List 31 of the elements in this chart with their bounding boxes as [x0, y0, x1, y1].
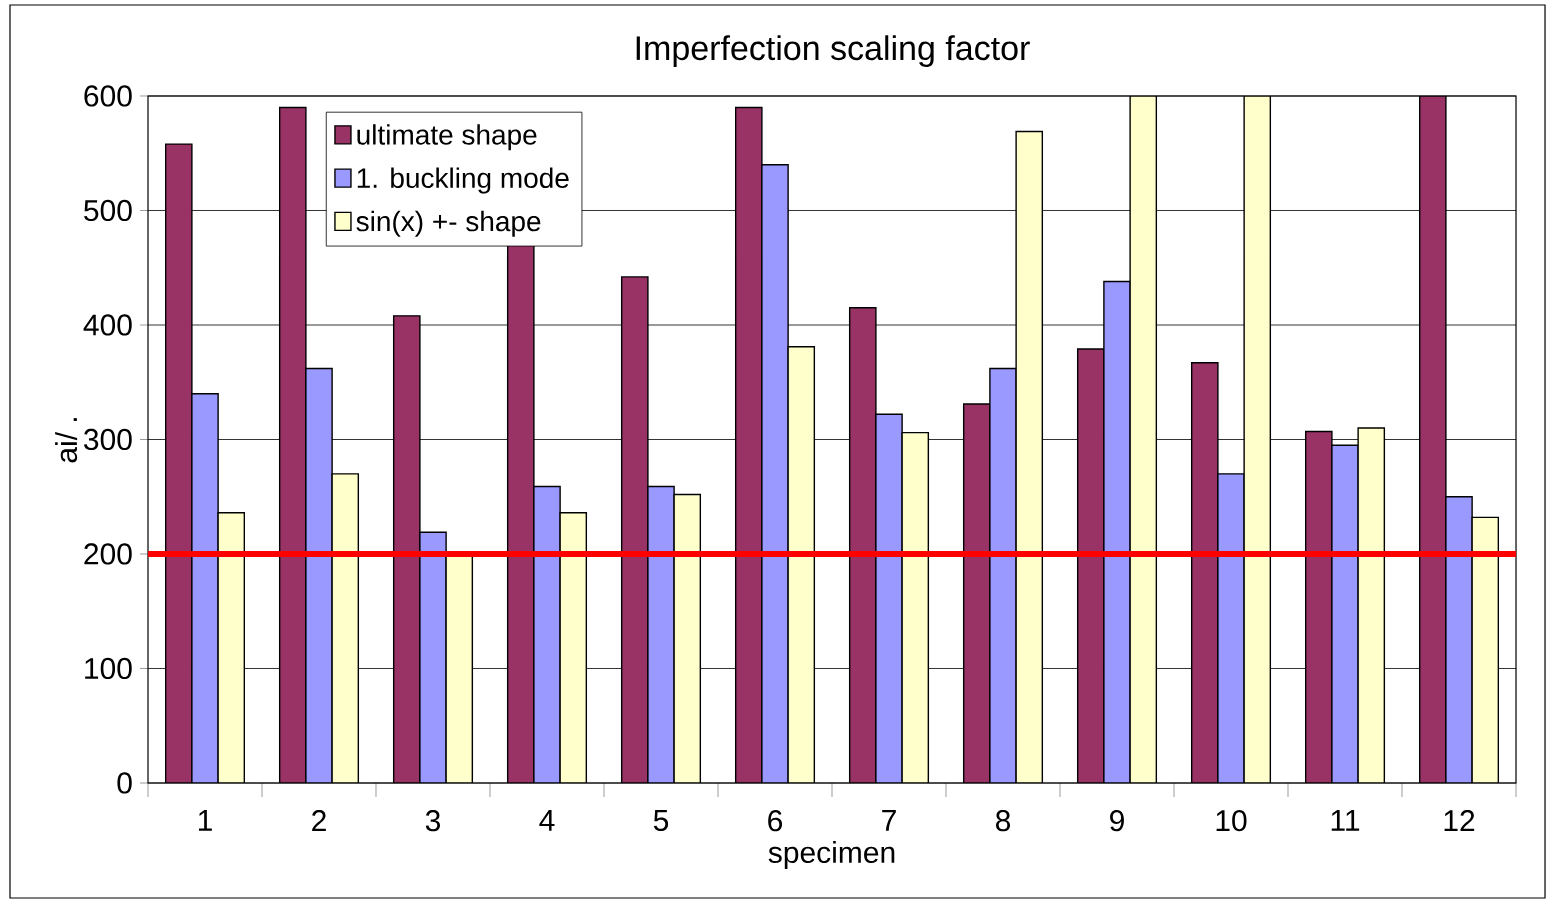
x-tick-label: 11: [1331, 810, 1360, 831]
y-tick-label: 0: [117, 772, 132, 794]
y-tick-label: 300: [84, 428, 132, 451]
y-tick-label: 500: [84, 199, 132, 222]
y-axis-title: ai/ .: [55, 418, 78, 463]
legend-label: 1. buckling mode: [357, 167, 569, 194]
x-tick-label: 8: [995, 810, 1011, 832]
x-tick-label: 9: [1110, 810, 1124, 832]
x-tick-label: 12: [1444, 810, 1475, 832]
x-tick-label: 4: [539, 810, 555, 831]
x-tick-label: 2: [312, 810, 326, 832]
y-tick-label: 600: [84, 85, 132, 107]
x-tick-label: 10: [1216, 810, 1247, 832]
x-tick-label: 6: [768, 810, 783, 832]
bar: [875, 413, 903, 783]
bar: [989, 367, 1017, 783]
legend-label: sin(x) +- shape: [356, 210, 541, 237]
y-tick-label: 100: [85, 657, 132, 680]
x-axis-title: specimen: [768, 841, 895, 869]
chart-title: Imperfection scaling factor: [636, 35, 1030, 67]
y-tick-label: 400: [83, 314, 132, 336]
x-tick-label: 3: [425, 810, 441, 832]
legend-label: ultimate shape: [357, 124, 537, 151]
x-tick-label: 5: [653, 810, 669, 831]
y-tick-label: 200: [84, 543, 132, 565]
bar: [1103, 280, 1131, 783]
x-tick-label: 1: [198, 810, 212, 831]
bar: [761, 164, 789, 783]
x-tick-label: 7: [882, 810, 896, 831]
bar: [305, 367, 333, 783]
bar: [191, 393, 219, 783]
